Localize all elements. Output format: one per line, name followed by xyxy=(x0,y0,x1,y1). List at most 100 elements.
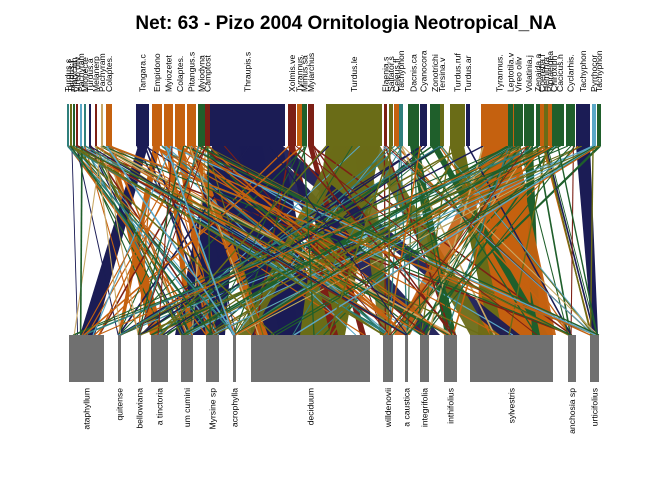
higher-node-label: Xolmis.ve xyxy=(287,55,297,92)
interaction-link xyxy=(543,145,592,336)
lower-node-box xyxy=(151,335,168,382)
higher-node-box xyxy=(466,104,470,146)
lower-node-box xyxy=(470,335,553,382)
higher-node-box xyxy=(536,104,540,146)
higher-node-label: Turdus.ruf xyxy=(453,53,463,92)
interaction-link xyxy=(303,145,315,336)
interaction-link xyxy=(89,145,407,336)
higher-node-box xyxy=(308,104,314,146)
interaction-link xyxy=(389,145,579,336)
higher-node-label: Chiroxiph xyxy=(549,55,559,92)
higher-node-box xyxy=(420,104,427,146)
lower-node-label: urticifolius xyxy=(590,388,600,426)
higher-node-box xyxy=(384,104,387,146)
higher-node-label: Tyrannus. xyxy=(295,54,305,92)
higher-node-label: Thraupis.s xyxy=(243,52,253,92)
higher-node-label: Camptost xyxy=(203,55,213,92)
higher-node-box xyxy=(597,104,601,146)
higher-node-label: Turdus.ar xyxy=(463,55,473,92)
higher-node-label: Pyrrhocor xyxy=(589,55,599,92)
lower-node-label: anchosia sp xyxy=(567,388,577,434)
higher-node-box xyxy=(297,104,302,146)
higher-node-label: Turdus.le xyxy=(349,56,359,92)
higher-node-label: Pitangus.s xyxy=(187,52,197,92)
interaction-link xyxy=(427,145,484,336)
higher-node-box xyxy=(187,104,196,146)
interaction-link xyxy=(405,145,600,336)
interaction-link xyxy=(77,145,407,336)
interaction-link xyxy=(95,145,122,336)
higher-node-label: Cyanocora xyxy=(419,50,429,92)
higher-node-box xyxy=(389,104,393,146)
interaction-link xyxy=(79,145,83,336)
higher-node-box xyxy=(544,104,548,146)
lower-node-box xyxy=(138,335,141,382)
interaction-link xyxy=(75,145,119,336)
interaction-link xyxy=(233,145,520,336)
lower-node-box xyxy=(444,335,457,382)
lower-node-box xyxy=(233,335,236,382)
higher-node-label: Cacicus.h xyxy=(555,54,565,92)
interaction-link xyxy=(208,145,303,336)
higher-node-box xyxy=(408,104,419,146)
higher-node-label: Celeus.fl xyxy=(392,58,402,92)
interaction-link xyxy=(83,145,540,336)
interaction-link xyxy=(70,145,384,336)
interaction-link xyxy=(161,145,388,336)
interaction-link xyxy=(95,145,425,336)
lower-node-box xyxy=(590,335,599,382)
lower-node-box xyxy=(251,335,370,382)
higher-node-label: Tersina.v xyxy=(437,57,447,92)
interaction-link xyxy=(570,145,574,336)
higher-node-box xyxy=(566,104,575,146)
interaction-link xyxy=(109,145,598,336)
interaction-link xyxy=(182,145,509,336)
higher-node-box xyxy=(592,104,596,146)
higher-node-label: Mionecte xyxy=(80,57,90,92)
higher-node-label: Coereba.f xyxy=(537,54,547,92)
interaction-link xyxy=(404,145,532,336)
interaction-link xyxy=(205,145,264,336)
higher-node-label: Myiodyna xyxy=(197,55,207,92)
interaction-link xyxy=(119,145,441,336)
higher-node-label: Hemithra xyxy=(541,57,551,92)
interaction-link xyxy=(157,145,173,336)
interaction-link xyxy=(102,145,139,336)
interaction-link xyxy=(270,145,596,336)
interaction-link xyxy=(410,145,453,336)
higher-node-box xyxy=(198,104,205,146)
higher-node-box xyxy=(101,104,103,146)
lower-node-label: um cumini xyxy=(182,388,192,427)
higher-node-label: Zenaida.a xyxy=(533,54,543,92)
higher-node-label: Vireo oliv xyxy=(514,56,524,92)
higher-node-box xyxy=(95,104,97,146)
higher-node-box xyxy=(326,104,382,146)
higher-node-label: Leptotila.v xyxy=(506,52,516,92)
lower-level-boxes xyxy=(69,335,599,382)
lower-node-label: integrifolia xyxy=(420,388,430,427)
interaction-link xyxy=(70,145,365,336)
higher-node-box xyxy=(106,104,112,146)
interaction-link xyxy=(327,145,393,336)
interaction-link xyxy=(169,145,596,336)
higher-node-label: Platycich xyxy=(69,57,79,92)
interaction-link xyxy=(74,145,449,336)
higher-node-box xyxy=(288,104,296,146)
higher-node-box xyxy=(210,104,285,146)
interaction-link xyxy=(387,145,391,336)
interaction-link xyxy=(557,145,598,336)
interaction-link xyxy=(120,145,465,336)
interaction-link xyxy=(153,145,500,336)
lower-node-label: sylvestris xyxy=(507,388,517,423)
interaction-link xyxy=(69,145,213,336)
higher-node-box xyxy=(67,104,69,146)
higher-node-label: Melanerp xyxy=(91,56,101,92)
lower-node-box xyxy=(118,335,121,382)
interaction-link xyxy=(73,145,561,336)
lower-node-box xyxy=(405,335,408,382)
interaction-link xyxy=(94,145,182,336)
lower-node-box xyxy=(206,335,219,382)
interaction-link xyxy=(205,145,569,336)
interaction-link xyxy=(71,145,79,336)
interaction-link xyxy=(98,145,190,336)
